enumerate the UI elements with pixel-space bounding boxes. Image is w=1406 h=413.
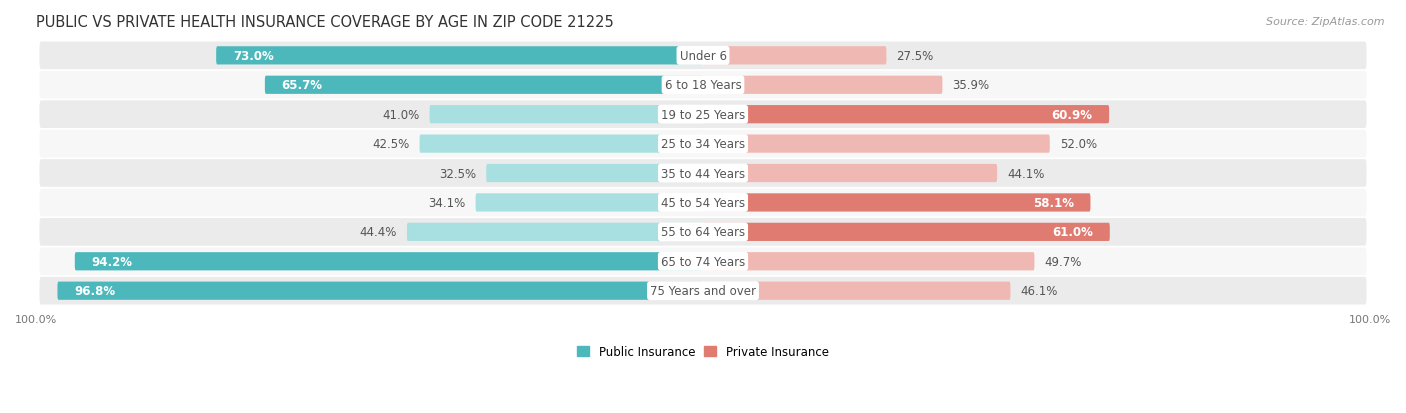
FancyBboxPatch shape bbox=[39, 72, 1367, 100]
FancyBboxPatch shape bbox=[39, 43, 1367, 70]
Text: 60.9%: 60.9% bbox=[1052, 109, 1092, 121]
Text: 96.8%: 96.8% bbox=[75, 285, 115, 297]
FancyBboxPatch shape bbox=[703, 135, 1050, 153]
FancyBboxPatch shape bbox=[703, 47, 886, 65]
Text: 27.5%: 27.5% bbox=[897, 50, 934, 63]
FancyBboxPatch shape bbox=[39, 277, 1367, 305]
Text: 35 to 44 Years: 35 to 44 Years bbox=[661, 167, 745, 180]
FancyBboxPatch shape bbox=[75, 252, 703, 271]
FancyBboxPatch shape bbox=[217, 47, 703, 65]
Text: 44.1%: 44.1% bbox=[1007, 167, 1045, 180]
Text: 65.7%: 65.7% bbox=[281, 79, 322, 92]
Text: 46.1%: 46.1% bbox=[1021, 285, 1057, 297]
FancyBboxPatch shape bbox=[419, 135, 703, 153]
FancyBboxPatch shape bbox=[39, 131, 1367, 158]
Text: 45 to 54 Years: 45 to 54 Years bbox=[661, 197, 745, 209]
Text: 52.0%: 52.0% bbox=[1060, 138, 1097, 151]
Text: 42.5%: 42.5% bbox=[373, 138, 409, 151]
FancyBboxPatch shape bbox=[703, 223, 1109, 241]
Text: 34.1%: 34.1% bbox=[429, 197, 465, 209]
Text: 35.9%: 35.9% bbox=[952, 79, 990, 92]
FancyBboxPatch shape bbox=[703, 194, 1091, 212]
Text: 55 to 64 Years: 55 to 64 Years bbox=[661, 226, 745, 239]
FancyBboxPatch shape bbox=[703, 164, 997, 183]
FancyBboxPatch shape bbox=[58, 282, 703, 300]
FancyBboxPatch shape bbox=[39, 189, 1367, 217]
FancyBboxPatch shape bbox=[703, 76, 942, 95]
FancyBboxPatch shape bbox=[264, 76, 703, 95]
FancyBboxPatch shape bbox=[430, 106, 703, 124]
FancyBboxPatch shape bbox=[39, 101, 1367, 129]
Text: 75 Years and over: 75 Years and over bbox=[650, 285, 756, 297]
Text: 49.7%: 49.7% bbox=[1045, 255, 1081, 268]
Text: 44.4%: 44.4% bbox=[360, 226, 396, 239]
Text: 25 to 34 Years: 25 to 34 Years bbox=[661, 138, 745, 151]
FancyBboxPatch shape bbox=[703, 252, 1035, 271]
Text: 61.0%: 61.0% bbox=[1052, 226, 1092, 239]
FancyBboxPatch shape bbox=[39, 218, 1367, 246]
Text: 41.0%: 41.0% bbox=[382, 109, 419, 121]
Text: PUBLIC VS PRIVATE HEALTH INSURANCE COVERAGE BY AGE IN ZIP CODE 21225: PUBLIC VS PRIVATE HEALTH INSURANCE COVER… bbox=[37, 15, 614, 30]
Text: 73.0%: 73.0% bbox=[233, 50, 274, 63]
FancyBboxPatch shape bbox=[39, 160, 1367, 188]
FancyBboxPatch shape bbox=[486, 164, 703, 183]
FancyBboxPatch shape bbox=[703, 282, 1011, 300]
FancyBboxPatch shape bbox=[475, 194, 703, 212]
Text: 65 to 74 Years: 65 to 74 Years bbox=[661, 255, 745, 268]
FancyBboxPatch shape bbox=[406, 223, 703, 241]
Text: 32.5%: 32.5% bbox=[439, 167, 477, 180]
FancyBboxPatch shape bbox=[703, 106, 1109, 124]
Text: Source: ZipAtlas.com: Source: ZipAtlas.com bbox=[1267, 17, 1385, 26]
Text: 58.1%: 58.1% bbox=[1033, 197, 1074, 209]
FancyBboxPatch shape bbox=[39, 248, 1367, 275]
Text: Under 6: Under 6 bbox=[679, 50, 727, 63]
Legend: Public Insurance, Private Insurance: Public Insurance, Private Insurance bbox=[572, 341, 834, 363]
Text: 6 to 18 Years: 6 to 18 Years bbox=[665, 79, 741, 92]
Text: 94.2%: 94.2% bbox=[91, 255, 132, 268]
Text: 19 to 25 Years: 19 to 25 Years bbox=[661, 109, 745, 121]
